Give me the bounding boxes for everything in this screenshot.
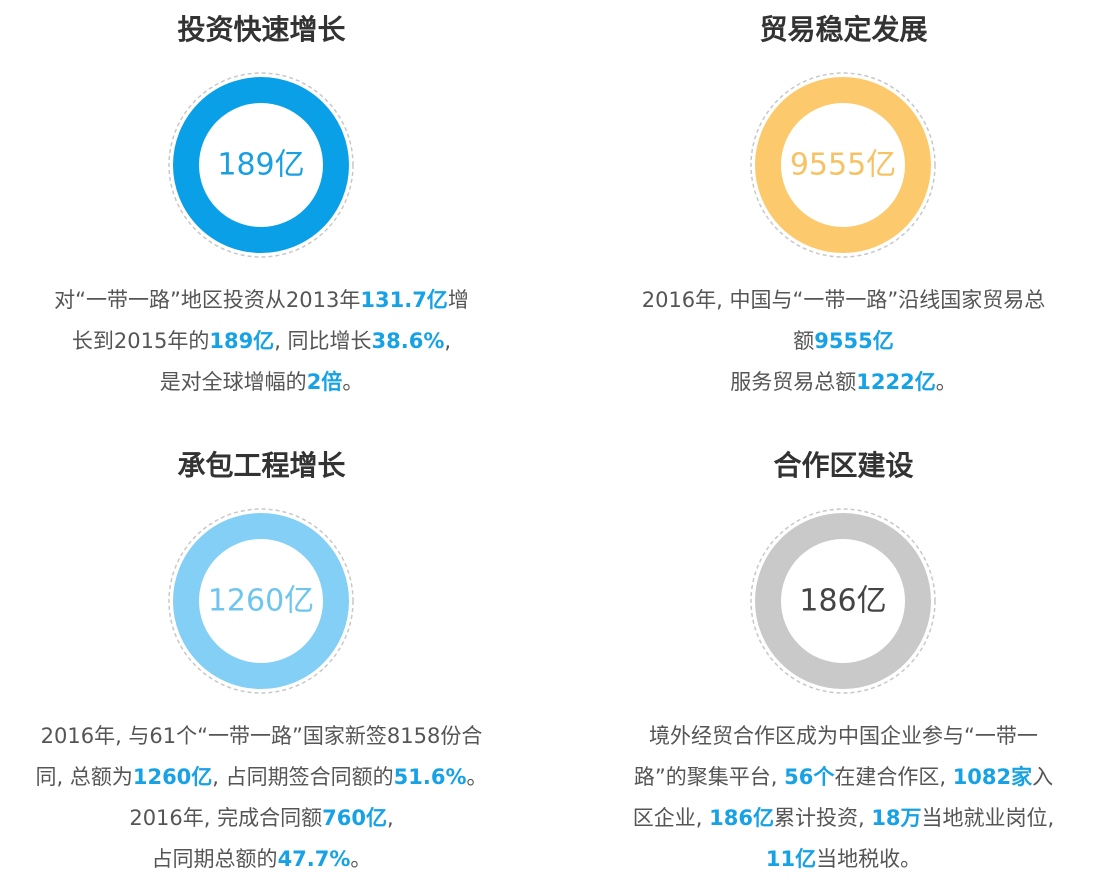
ring-chart: 1260亿 [168,508,354,694]
panel: 合作区建设 186亿 境外经贸合作区成为中国企业参与“一带一 路”的聚集平台, 56个… [570,436,1094,876]
panel-title: 合作区建设 [773,449,914,482]
text: 境外经贸合作区成为中国企业参与“一带一 [649,724,1038,748]
panel: 投资快速增长 189亿 对“一带一路”地区投资从2013年131.7亿增 长到2015… [0,0,535,440]
ring-label: 189亿 [217,148,304,183]
highlight: 186亿 [709,806,774,830]
description: 2016年, 与61个“一带一路”国家新签8158份合同, 总额为1260亿, … [0,716,535,880]
ring-label: 1260亿 [208,584,314,619]
highlight: 189亿 [209,329,275,353]
text: 增 [447,288,469,312]
text-line: 2016年, 与61个“一带一路”国家新签8158份合 [0,716,535,757]
highlight: 131.7亿 [360,288,448,312]
highlight: 2倍 [306,370,343,394]
dashed-circle [168,72,354,258]
highlight: 1082家 [952,765,1033,789]
description: 2016年, 中国与“一带一路”沿线国家贸易总 额9555亿 服务贸易总额1222亿… [570,280,1094,403]
text: 。 [350,847,372,871]
text: , 同比增长 [274,329,372,353]
text: 在建合作区, [834,765,953,789]
ring [755,513,931,689]
text-line: 额9555亿 [570,321,1094,362]
panel-title: 贸易稳定发展 [759,13,928,46]
panel-title: 承包工程增长 [177,449,346,482]
text-line: 区企业, 186亿累计投资, 18万当地就业岗位, [570,798,1094,839]
ring-label: 9555亿 [790,148,896,183]
highlight: 51.6% [393,765,467,789]
text-line: 占同期总额的47.7%。 [0,839,535,880]
text-line: 同, 总额为1260亿, 占同期签合同额的51.6%。 [0,757,535,798]
text: 占同期总额的 [151,847,278,871]
text: 区企业, [632,806,710,830]
highlight: 760亿 [322,806,387,830]
highlight: 1260亿 [132,765,213,789]
panel-title: 投资快速增长 [177,13,346,46]
text-line: 是对全球增幅的2倍。 [0,362,535,403]
text: , [386,806,394,830]
ring [755,77,931,253]
ring-label: 186亿 [799,584,886,619]
text: 当地就业岗位, [921,806,1055,830]
text-line: 路”的聚集平台, 56个在建合作区, 1082家入 [570,757,1094,798]
text: , 占同期签合同额的 [212,765,394,789]
text: 。 [466,765,488,789]
text: 2016年, 与61个“一带一路”国家新签8158份合 [40,724,483,748]
text-line: 2016年, 中国与“一带一路”沿线国家贸易总 [570,280,1094,321]
highlight: 9555亿 [814,329,894,353]
text: 累计投资, [773,806,872,830]
text-line: 11亿当地税收。 [570,839,1094,880]
highlight: 1222亿 [856,370,936,394]
text: 长到2015年的 [71,329,210,353]
text-line: 对“一带一路”地区投资从2013年131.7亿增 [0,280,535,321]
text: 当地税收。 [816,847,922,871]
ring-chart: 186亿 [750,508,936,694]
text: 同, 总额为 [35,765,133,789]
text-line: 2016年, 完成合同额760亿, [0,798,535,839]
text: 。 [342,370,364,394]
highlight: 11亿 [765,847,817,871]
text-line: 长到2015年的189亿, 同比增长38.6%, [0,321,535,362]
text-line: 境外经贸合作区成为中国企业参与“一带一 [570,716,1094,757]
text: 入 [1032,765,1054,789]
text: 。 [935,370,957,394]
ring [173,77,349,253]
description: 境外经贸合作区成为中国企业参与“一带一路”的聚集平台, 56个在建合作区, 10… [570,716,1094,880]
text: 额 [793,329,815,353]
text: , [444,329,452,353]
ring-chart: 189亿 [168,72,354,258]
highlight: 18万 [871,806,922,830]
highlight: 38.6% [371,329,445,353]
ring [173,513,349,689]
dashed-circle [168,508,354,694]
text: 服务贸易总额 [730,370,857,394]
description: 对“一带一路”地区投资从2013年131.7亿增 长到2015年的189亿, 同比… [0,280,535,403]
text: 2016年, 完成合同额 [129,806,323,830]
text: 路”的聚集平台, [633,765,785,789]
dashed-circle [750,508,936,694]
text: 2016年, 中国与“一带一路”沿线国家贸易总 [641,288,1046,312]
highlight: 56个 [784,765,835,789]
text-line: 服务贸易总额1222亿。 [570,362,1094,403]
text: 对“一带一路”地区投资从2013年 [54,288,361,312]
dashed-circle [750,72,936,258]
highlight: 47.7% [277,847,351,871]
panel: 承包工程增长 1260亿 2016年, 与61个“一带一路”国家新签8158份合同,… [0,436,535,876]
panel: 贸易稳定发展 9555亿 2016年, 中国与“一带一路”沿线国家贸易总 额9555亿… [570,0,1094,440]
ring-chart: 9555亿 [750,72,936,258]
text: 是对全球增幅的 [159,370,307,394]
